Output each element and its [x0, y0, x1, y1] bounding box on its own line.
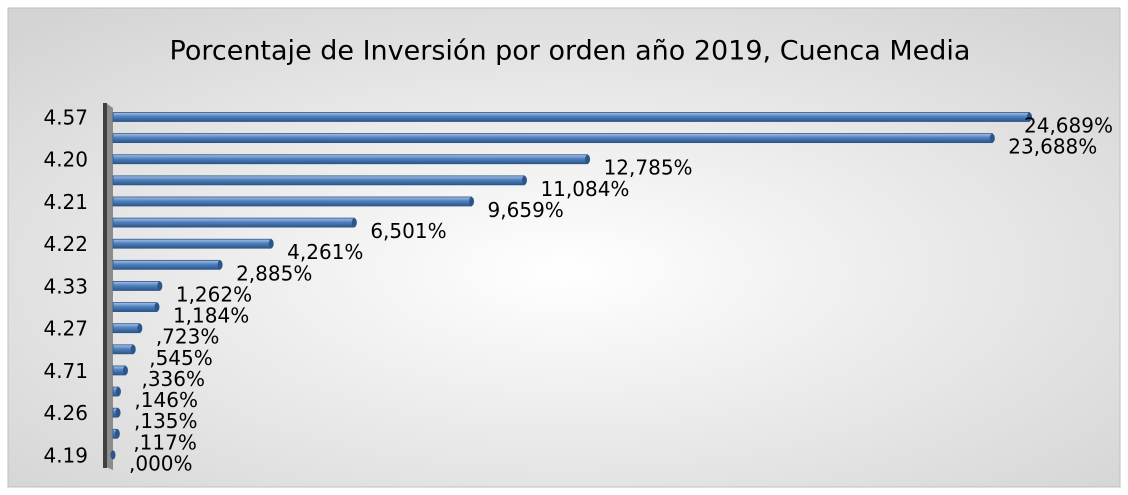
bar	[112, 238, 272, 249]
data-label: ,135%	[134, 409, 198, 433]
data-label: 12,785%	[604, 156, 693, 180]
bar	[112, 323, 141, 334]
data-label: 2,885%	[236, 261, 312, 285]
bar	[112, 196, 472, 207]
data-label: ,723%	[156, 325, 220, 349]
bar	[112, 112, 1030, 122]
y-tick-label: 4.19	[43, 443, 88, 467]
data-label: 4,261%	[287, 240, 363, 264]
bar	[112, 259, 221, 270]
bar-cap	[110, 450, 116, 460]
y-tick-label: 4.71	[43, 359, 88, 383]
bar	[112, 281, 161, 291]
data-label: 9,659%	[488, 198, 564, 222]
bar-cap	[521, 175, 527, 185]
data-label: 24,689%	[1024, 114, 1113, 138]
bar-cap	[1026, 112, 1032, 122]
bar-cap	[115, 387, 121, 397]
bar	[112, 154, 588, 165]
bar	[112, 344, 134, 355]
bar-cap	[268, 239, 274, 249]
bar-cap	[154, 302, 160, 312]
y-tick-label: 4.20	[43, 148, 88, 172]
bar-cap	[585, 154, 591, 164]
data-label: ,146%	[134, 388, 198, 412]
data-label: ,336%	[141, 367, 205, 391]
data-label: 11,084%	[540, 177, 629, 201]
data-label: 6,501%	[370, 219, 446, 243]
data-label: 23,688%	[1008, 135, 1097, 159]
data-label: ,117%	[133, 430, 197, 454]
y-tick-label: 4.22	[43, 232, 88, 256]
y-tick-label: 4.57	[43, 106, 88, 130]
data-label: 1,184%	[173, 304, 249, 328]
bar-cap	[130, 344, 136, 354]
bar-cap	[469, 196, 475, 206]
bar-cap	[114, 429, 120, 439]
y-tick-label: 4.27	[43, 317, 88, 341]
bar	[112, 175, 525, 186]
bar	[112, 302, 158, 312]
bar-cap	[217, 260, 223, 270]
bar	[112, 133, 993, 144]
y-tick-label: 4.33	[43, 274, 88, 298]
y-axis	[103, 103, 107, 468]
bar-cap	[137, 323, 143, 333]
data-label: 1,262%	[176, 282, 252, 306]
y-tick-label: 4.21	[43, 190, 88, 214]
data-label: ,545%	[149, 346, 213, 370]
y-tick-label: 4.26	[43, 401, 88, 425]
axis-wall	[106, 103, 113, 470]
bar-cap	[157, 281, 163, 291]
bar-cap	[122, 365, 128, 375]
bar-cap	[115, 408, 121, 418]
bar-cap	[351, 218, 357, 228]
bar-cap	[989, 133, 995, 143]
bar	[112, 217, 355, 228]
data-label: ,000%	[129, 451, 193, 475]
chart-title: Porcentaje de Inversión por orden año 20…	[170, 36, 971, 67]
